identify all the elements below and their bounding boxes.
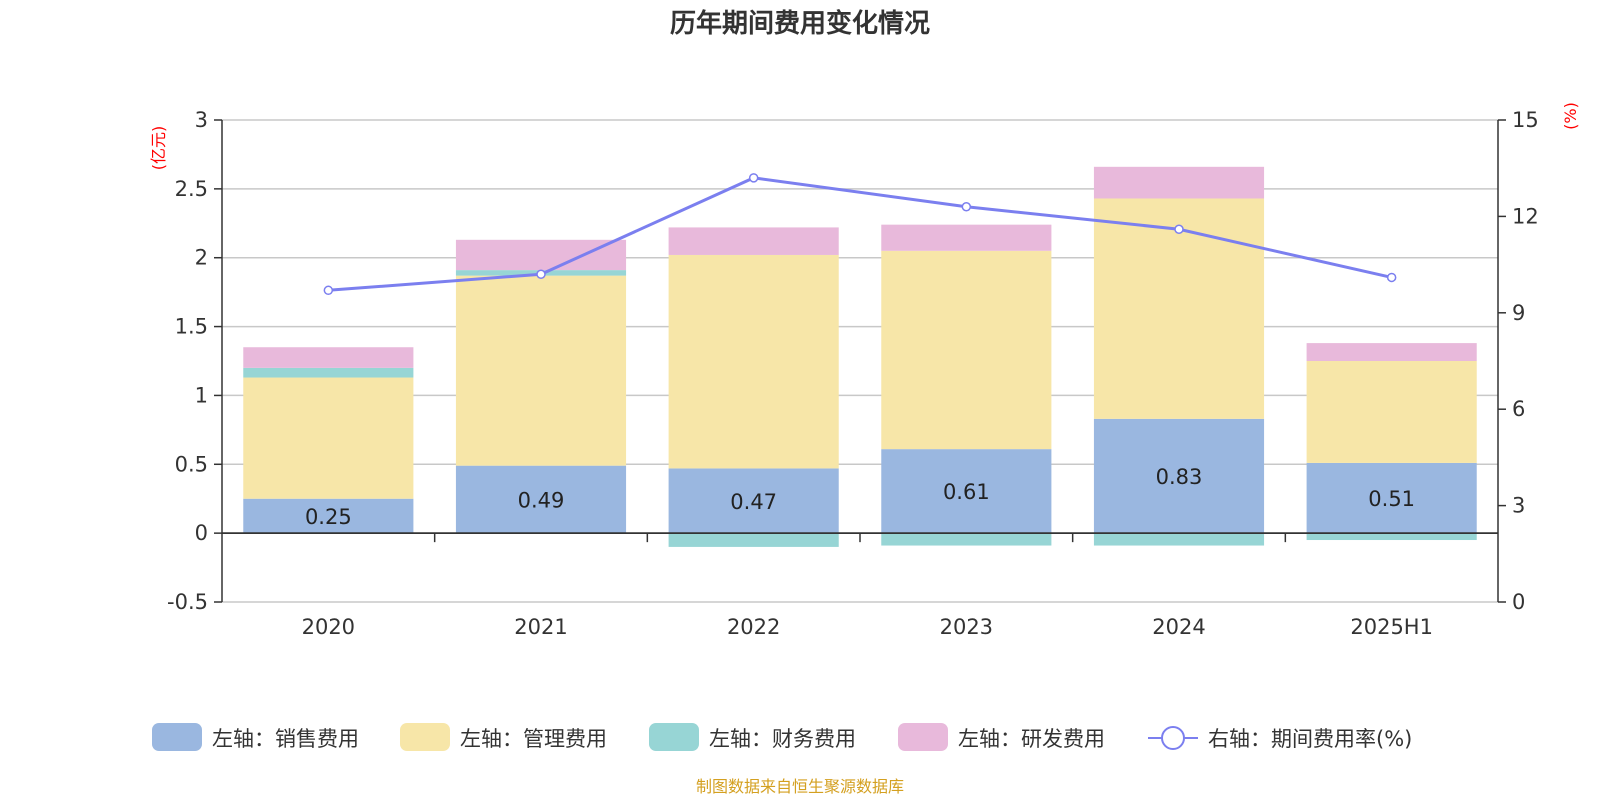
- legend-marker: [1161, 726, 1185, 750]
- bars: [243, 166, 1477, 547]
- data-label: 0.83: [1156, 465, 1203, 489]
- bar-segment: [1306, 462, 1477, 534]
- left-axis-unit: (亿元): [149, 126, 168, 171]
- bar-segment: [1093, 418, 1265, 534]
- data-label: 0.25: [305, 505, 352, 529]
- bar-segment: [881, 224, 1052, 251]
- source-note: 制图数据来自恒生聚源数据库: [696, 777, 904, 796]
- bar-segment: [668, 227, 839, 255]
- legend-label: 左轴：销售费用: [212, 727, 359, 751]
- left-axis-tick-label: 0.5: [175, 452, 208, 476]
- data-label: 0.51: [1368, 487, 1415, 511]
- right-axis-tick-label: 12: [1512, 204, 1539, 228]
- x-axis-tick-label: 2024: [1152, 615, 1205, 639]
- bar-segment: [881, 533, 1052, 546]
- bar-segment: [668, 533, 839, 547]
- left-axis-tick-label: -0.5: [167, 590, 208, 614]
- left-axis-tick-label: 3: [195, 108, 208, 132]
- bar-segment: [455, 275, 627, 466]
- left-axis-tick-label: 2: [195, 246, 208, 270]
- bar-segment: [455, 239, 627, 271]
- legend-label: 左轴：研发费用: [958, 727, 1105, 751]
- data-label: 0.49: [518, 488, 565, 512]
- bar-segment: [243, 377, 414, 499]
- legend: 左轴：销售费用 左轴：管理费用 左轴：财务费用 左轴：研发费用 右轴：期间费用率(%): [152, 723, 1412, 751]
- rate-point: [536, 269, 546, 279]
- legend-swatch: [649, 723, 699, 751]
- bar-segment: [1306, 533, 1477, 541]
- right-axis-tick-label: 6: [1512, 397, 1525, 421]
- rate-point: [748, 173, 759, 183]
- legend-label: 左轴：管理费用: [460, 727, 607, 751]
- rate-point: [1386, 272, 1397, 283]
- right-axis-tick-label: 15: [1512, 108, 1539, 132]
- rate-line-path: [328, 176, 1392, 292]
- rate-line: [323, 173, 1397, 296]
- legend-swatch: [152, 723, 202, 751]
- gridlines: [222, 119, 1498, 603]
- data-label: 0.61: [943, 480, 990, 504]
- legend-swatch: [898, 723, 948, 751]
- legend-label: 左轴：财务费用: [709, 727, 856, 751]
- bar-segment: [1093, 198, 1265, 419]
- bar-segment: [243, 347, 414, 368]
- rate-point: [961, 202, 972, 212]
- left-axis-tick-label: 1: [195, 383, 208, 407]
- bar-segment: [668, 254, 839, 469]
- bar-segment: [243, 367, 414, 378]
- bar-segment: [455, 465, 627, 534]
- x-axis-tick-label: 2022: [727, 615, 780, 639]
- bar-segment: [1093, 533, 1265, 546]
- x-axis-tick-label: 2025H1: [1350, 615, 1433, 639]
- x-axis-tick-label: 2023: [940, 615, 993, 639]
- legend-swatch: [400, 723, 450, 751]
- bar-segment: [243, 498, 414, 534]
- x-axis-tick-label: 2020: [302, 615, 355, 639]
- bar-segment: [668, 468, 839, 534]
- right-axis-unit: (%): [1561, 102, 1580, 130]
- bar-segment: [881, 250, 1052, 450]
- bar-segment: [1306, 343, 1477, 361]
- left-axis-tick-label: 2.5: [175, 177, 208, 201]
- bar-segment: [881, 449, 1052, 534]
- legend-label: 右轴：期间费用率(%): [1208, 727, 1412, 751]
- data-label: 0.47: [730, 490, 777, 514]
- right-axis-tick-label: 3: [1512, 494, 1525, 518]
- rate-point: [1174, 224, 1184, 235]
- rate-point: [323, 285, 334, 296]
- bar-segment: [1093, 166, 1265, 199]
- chart-title: 历年期间费用变化情况: [670, 8, 930, 39]
- x-axis-tick-label: 2021: [514, 615, 567, 639]
- data-labels: 0.25 0.49 0.47 0.61 0.83 0.51: [305, 465, 1415, 529]
- left-axis-tick-label: 0: [195, 521, 208, 545]
- left-axis-tick-label: 1.5: [175, 315, 208, 339]
- right-axis-tick-label: 9: [1512, 301, 1525, 325]
- right-axis-tick-label: 0: [1512, 590, 1525, 614]
- bar-segment: [1306, 361, 1477, 463]
